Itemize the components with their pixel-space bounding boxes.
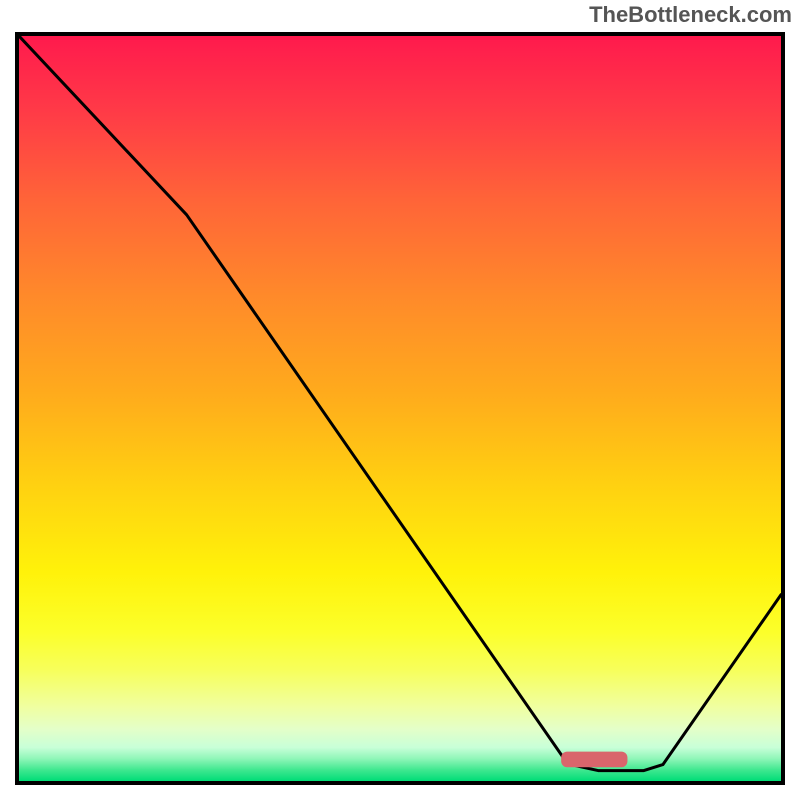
optimal-marker: [561, 752, 627, 768]
curve-layer: [19, 36, 781, 781]
chart-container: TheBottleneck.com: [0, 0, 800, 800]
watermark-text: TheBottleneck.com: [589, 2, 792, 28]
plot-area: [15, 32, 785, 785]
bottleneck-curve: [19, 36, 781, 771]
